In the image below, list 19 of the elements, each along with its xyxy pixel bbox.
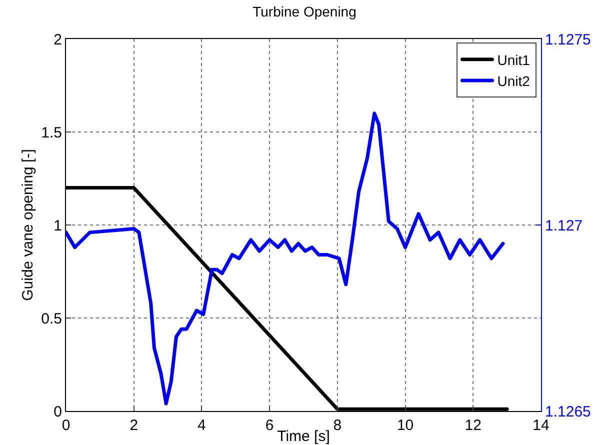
x-tick-label: 12 [464,417,482,434]
y2-tick-label: 1.1275 [545,31,591,48]
chart-title: Turbine Opening [252,3,356,20]
y-tick-label: 1.5 [41,124,62,142]
y-tick-label: 0 [54,403,62,420]
y-tick-label: 2 [54,31,62,48]
legend-label: Unit2 [497,72,530,89]
legend-label: Unit1 [497,52,530,68]
y-tick-label: 0.5 [41,310,62,328]
x-tick-label: 4 [198,417,206,434]
line-series [66,112,505,406]
y-axis-title: Guide vane opening [-] [19,149,36,301]
x-axis-title: Time [s] [277,428,330,445]
x-tick-label: 2 [130,417,138,434]
x-tick-label: 10 [396,417,414,434]
y-tick-label: 1 [54,217,62,234]
x-tick-label: 6 [265,417,274,434]
x-tick-label: 8 [333,417,342,434]
y2-tick-label: 1.127 [545,217,583,234]
